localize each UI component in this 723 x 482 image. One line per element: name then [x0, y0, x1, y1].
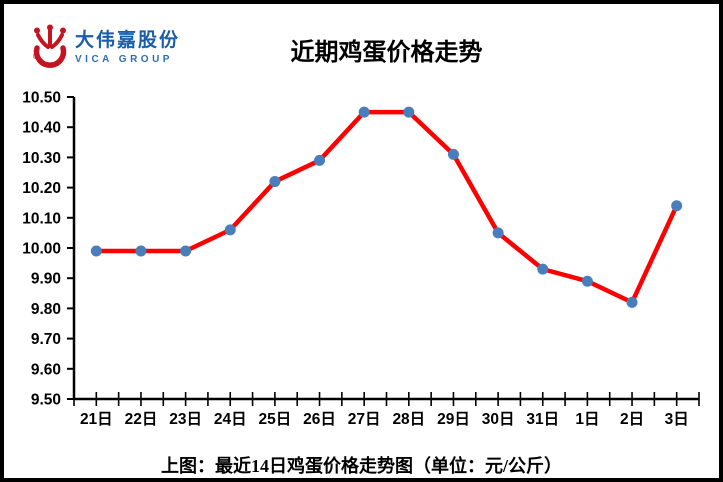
data-point-marker: [224, 224, 236, 236]
data-point-marker: [180, 245, 192, 257]
data-point-marker: [314, 154, 326, 166]
data-point-marker: [537, 263, 549, 275]
data-point-marker: [90, 245, 102, 257]
chart-title: 近期鸡蛋价格走势: [290, 40, 483, 66]
y-tick-label: 10.20: [22, 180, 61, 197]
data-point-marker: [269, 176, 281, 188]
x-tick-label: 28日: [392, 410, 425, 428]
x-tick-label: 30日: [482, 410, 515, 428]
logo-company-name-cn: 大伟嘉股份: [75, 30, 181, 51]
x-tick-label: 29日: [437, 410, 470, 428]
x-tick-label: 22日: [125, 410, 158, 428]
x-tick-label: 25日: [259, 410, 292, 428]
chart-caption: 上图：最近14日鸡蛋价格走势图（单位：元/公斤）: [161, 456, 562, 476]
data-point-marker: [492, 227, 504, 239]
x-tick-label: 27日: [348, 410, 381, 428]
data-point-marker: [403, 106, 415, 118]
x-tick-label: 21日: [80, 410, 113, 428]
crown-logo-icon: ®: [30, 24, 70, 70]
data-point-marker: [358, 106, 370, 118]
y-tick-label: 10.10: [22, 210, 61, 227]
x-tick-label: 1日: [575, 410, 599, 428]
egg-price-line-chart: 9.50 9.60 9.70 9.80 9.90 10.00 10.10 10.20 10.30…: [22, 90, 700, 428]
y-tick-label: 9.70: [31, 331, 61, 348]
data-point-marker: [447, 148, 459, 160]
y-tick-label: 9.50: [31, 392, 61, 409]
data-point-marker: [135, 245, 147, 257]
price-line: [94, 109, 679, 305]
data-point-marker: [581, 275, 593, 287]
x-tick-label: 24日: [214, 410, 247, 428]
data-point-marker: [626, 296, 638, 308]
y-tick-label: 9.80: [31, 301, 61, 318]
logo-company-name-en: VICA GROUP: [75, 54, 173, 65]
trademark-symbol: ®: [33, 52, 39, 61]
y-tick-label: 9.60: [31, 361, 61, 378]
y-tick-label: 9.90: [31, 271, 61, 288]
vica-group-logo: ® 大伟嘉股份 VICA GROUP: [30, 24, 180, 70]
y-tick-label: 10.00: [22, 241, 61, 258]
y-tick-label: 10.40: [22, 120, 61, 137]
data-point-marker: [671, 200, 683, 212]
y-tick-label: 10.50: [22, 90, 61, 107]
x-tick-label: 26日: [303, 410, 336, 428]
x-tick-label: 2日: [620, 410, 644, 428]
x-tick-label: 23日: [169, 410, 202, 428]
y-tick-label: 10.30: [22, 150, 61, 167]
x-tick-label: 31日: [526, 410, 559, 428]
logo-text: 大伟嘉股份 VICA GROUP: [75, 30, 180, 65]
x-tick-label: 3日: [665, 410, 689, 428]
